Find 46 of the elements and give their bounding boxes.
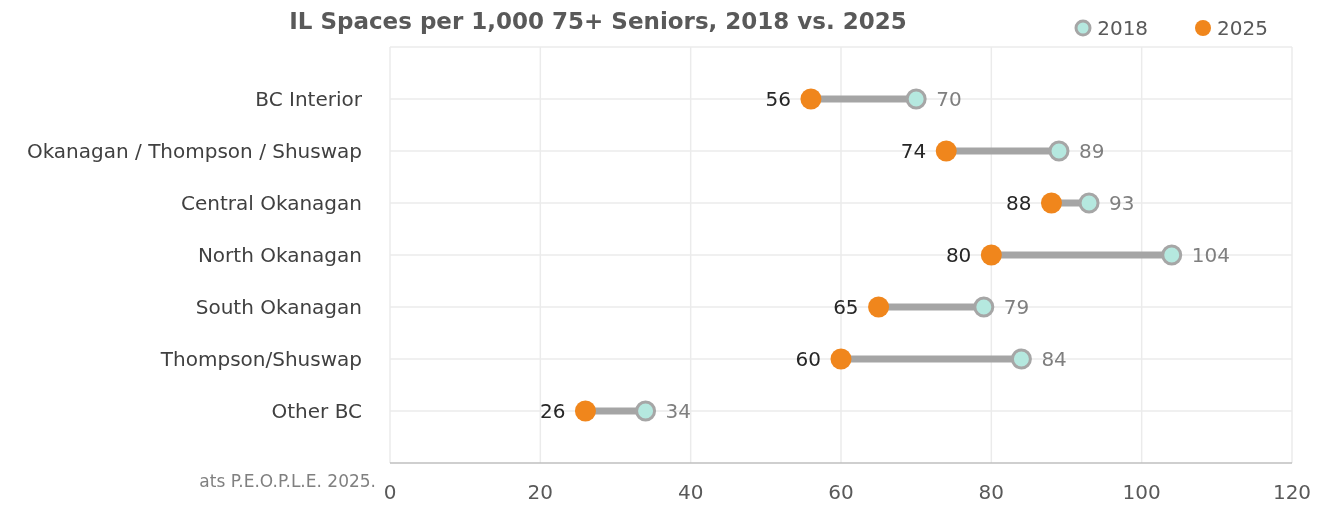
y-tick-label: Okanagan / Thompson / Shuswap xyxy=(26,139,362,164)
data-label: 65 xyxy=(833,295,859,320)
point xyxy=(905,88,927,110)
data-label: 34 xyxy=(665,399,692,424)
data-label: 89 xyxy=(1078,139,1105,164)
legend-label: 2018 xyxy=(1097,16,1149,40)
x-tick-label: 60 xyxy=(828,480,854,505)
y-tick-label: Central Okanagan xyxy=(181,191,362,216)
point xyxy=(1048,140,1070,162)
x-tick-label: 100 xyxy=(1122,480,1161,505)
data-label: 84 xyxy=(1041,347,1067,372)
text: ats P.E.O.P.L.E. 2025. xyxy=(199,471,376,491)
x-tick-label: 120 xyxy=(1272,480,1312,505)
x-tick-label: 0 xyxy=(383,480,397,505)
chart-title: IL Spaces per 1,000 75+ Seniors, 2018 vs. 2025 xyxy=(288,8,908,34)
data-label: 74 xyxy=(900,139,927,164)
y-tick-label: Thompson/Shuswap xyxy=(159,347,362,372)
legend-label: 2025 xyxy=(1217,16,1268,40)
y-tick-label: BC Interior xyxy=(255,87,363,112)
point xyxy=(980,244,1002,266)
point xyxy=(1010,348,1032,370)
data-label: 80 xyxy=(945,243,972,268)
point xyxy=(830,348,852,370)
point xyxy=(935,140,957,162)
data-label: 26 xyxy=(539,399,566,424)
x-tick-label: 40 xyxy=(677,480,704,505)
y-tick-label: South Okanagan xyxy=(195,295,362,320)
data-label: 104 xyxy=(1191,243,1230,268)
data-label: 88 xyxy=(1006,191,1032,216)
x-tick-label: 20 xyxy=(527,480,554,505)
y-tick-label: Other BC xyxy=(271,399,362,424)
data-label: 70 xyxy=(936,87,962,112)
x-tick-label: 80 xyxy=(978,480,1005,505)
point xyxy=(973,296,995,318)
point xyxy=(1161,244,1183,266)
point xyxy=(868,296,890,318)
point xyxy=(635,400,657,422)
point xyxy=(800,88,822,110)
data-label: 56 xyxy=(765,87,791,112)
point xyxy=(1078,192,1100,214)
data-label: 79 xyxy=(1003,295,1030,320)
data-label: 93 xyxy=(1109,191,1135,216)
y-tick-label: North Okanagan xyxy=(197,243,362,268)
point xyxy=(1040,192,1062,214)
data-label: 60 xyxy=(795,347,821,372)
point xyxy=(574,400,596,422)
